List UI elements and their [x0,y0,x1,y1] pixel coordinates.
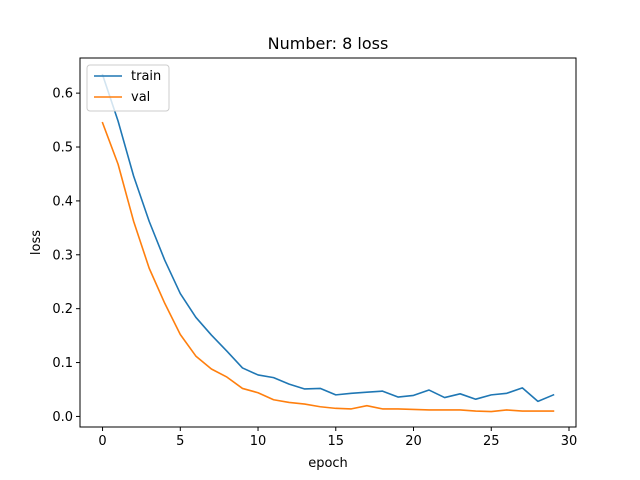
x-tick-label: 30 [561,434,578,449]
y-tick-label: 0.4 [52,194,73,209]
legend-label-train: train [131,69,161,84]
y-tick-label: 0.6 [52,87,73,102]
legend: train val [86,64,170,112]
x-tick-label: 5 [176,434,184,449]
y-axis-label: loss [29,230,44,255]
x-tick-label: 10 [250,434,267,449]
chart-title: Number: 8 loss [268,34,389,53]
y-tick-label: 0.5 [52,141,73,156]
x-axis-label: epoch [308,456,348,471]
x-tick-label: 0 [98,434,106,449]
y-tick-label: 0.3 [52,248,73,263]
x-tick-label: 25 [483,434,500,449]
y-tick-label: 0.2 [52,302,73,317]
plot-lines [101,73,555,413]
series-line-train [101,73,555,403]
series-line-val [101,121,555,413]
x-tick-label: 15 [328,434,345,449]
plot-frame [79,57,577,428]
y-tick-label: 0.1 [52,356,73,371]
y-axis: 0.0 0.1 0.2 0.3 0.4 0.5 0.6 [52,87,80,425]
x-axis: 0 5 10 15 20 25 30 [98,427,577,449]
x-tick-label: 20 [405,434,422,449]
y-tick-label: 0.0 [52,410,73,425]
legend-label-val: val [131,90,150,105]
